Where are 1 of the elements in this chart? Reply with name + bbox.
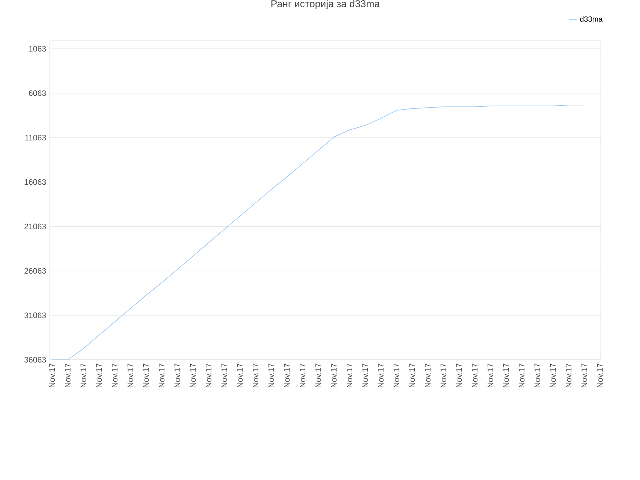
chart-title: Ранг историја за d33ma <box>272 0 380 10</box>
